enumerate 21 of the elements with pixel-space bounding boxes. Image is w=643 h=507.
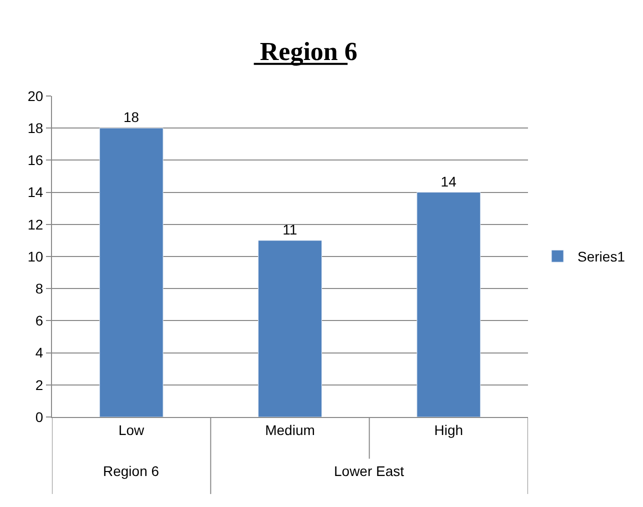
y-tick-label: 18 [28, 120, 44, 136]
y-tick-label: 0 [35, 408, 44, 425]
y-tick-label: 12 [28, 216, 44, 232]
text: Region 6 [103, 463, 160, 479]
y-tick-label: 20 [28, 88, 44, 104]
legend-label: Series1 [578, 248, 626, 265]
y-tick-label: 2 [35, 376, 44, 393]
x-tick-label: Low [118, 422, 146, 438]
data-label: 11 [282, 221, 298, 238]
data-label: 14 [440, 173, 457, 190]
y-tick-label: 4 [35, 344, 44, 361]
x-tick-label: Medium [265, 422, 315, 438]
data-label: 18 [123, 109, 140, 126]
text: Lower East [334, 463, 404, 479]
x-tick-label: High [434, 422, 464, 438]
y-tick-label: 6 [35, 312, 44, 329]
chart-title: Region 6 [260, 36, 358, 66]
y-tick-label: 16 [28, 152, 44, 168]
y-tick-label: 14 [28, 184, 44, 200]
y-tick-label: 10 [28, 248, 44, 264]
y-tick-label: 8 [35, 280, 44, 296]
